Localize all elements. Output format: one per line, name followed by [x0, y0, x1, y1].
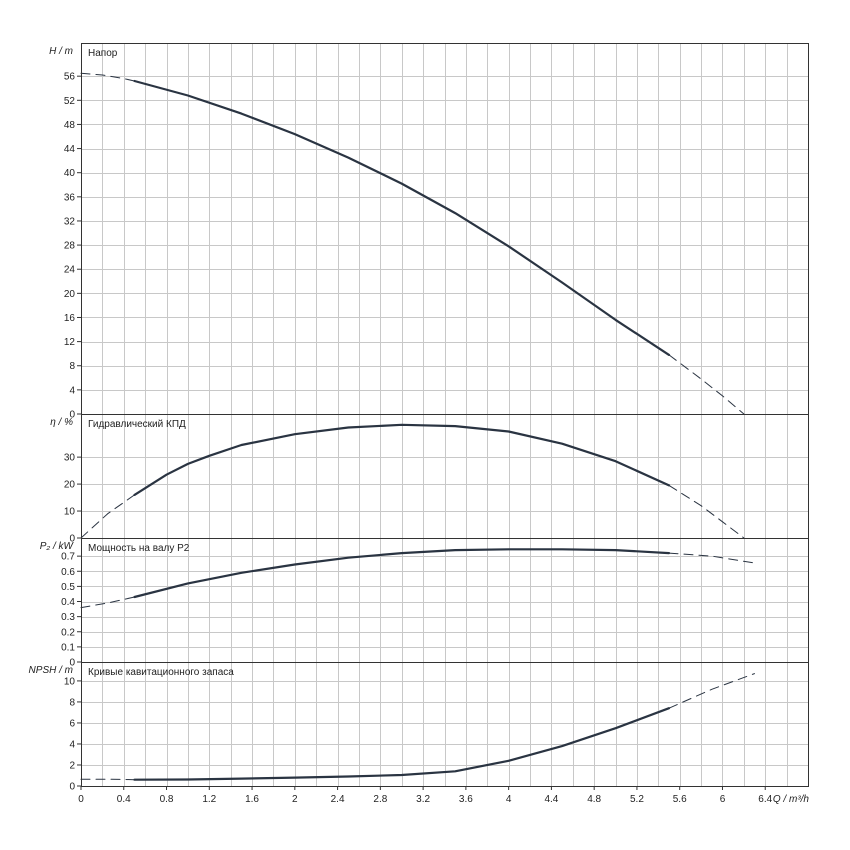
x-tick-label: 1.6 — [245, 794, 259, 805]
x-tick-label: 2.4 — [331, 794, 345, 805]
x-tick-label: 0.8 — [160, 794, 174, 805]
y-tick-label: 4 — [69, 385, 75, 396]
curve-extrapolated — [668, 354, 745, 415]
panel-title: Кривые кавитационного запаса — [88, 667, 234, 678]
panel-frame — [81, 662, 809, 787]
y-tick-label: 6 — [69, 718, 75, 729]
y-tick-label: 12 — [64, 337, 76, 348]
y-tick-label: 0.6 — [61, 567, 75, 578]
y-tick-label: 52 — [64, 96, 76, 107]
x-tick-label: 0.4 — [117, 794, 131, 805]
curve-extrapolated — [668, 673, 755, 709]
y-tick-label: 8 — [69, 697, 75, 708]
y-tick-label: 4 — [69, 739, 75, 750]
y-tick-label: 28 — [64, 241, 76, 252]
x-axis: 0 0.4 0.8 1.2 1.6 2 2.4 2.8 3.2 3.6 4 4.4 4.8 5.2 5.6 6… — [78, 786, 809, 805]
x-tick-label: 6.4 — [758, 794, 772, 805]
y-tick-label: 0.2 — [61, 627, 75, 638]
y-tick-label: 0.3 — [61, 612, 75, 623]
x-tick-label: 2 — [292, 794, 298, 805]
x-tick-label: 1.2 — [202, 794, 216, 805]
panel-3: 0 0.1 0.2 0.3 0.4 0.5 0.6 0.7P₂ / kW Мощность на… — [40, 538, 809, 669]
x-tick-label: 4.8 — [587, 794, 601, 805]
y-tick-label: 0.7 — [61, 552, 75, 563]
y-tick-label: 2 — [69, 760, 75, 771]
y-tick-label: 40 — [64, 168, 76, 179]
curve-operating — [133, 548, 671, 599]
y-tick-label: 0 — [69, 410, 75, 421]
y-tick-label: 0 — [69, 782, 75, 793]
y-tick-label: 20 — [64, 480, 76, 491]
y-tick-label: 16 — [64, 313, 76, 324]
x-tick-label: 3.2 — [416, 794, 430, 805]
y-tick-label: 44 — [64, 144, 76, 155]
y-tick-label: 0 — [69, 658, 75, 669]
curve-extrapolated — [668, 484, 745, 539]
y-tick-label: 0.4 — [61, 597, 75, 608]
x-tick-label: 3.6 — [459, 794, 473, 805]
panel-title: Мощность на валу P2 — [88, 543, 190, 554]
curve-extrapolated — [80, 778, 135, 781]
panel-2: 0 10 20 30 η / % Гидравлический КПД — [50, 414, 809, 545]
x-tick-label: 5.6 — [673, 794, 687, 805]
y-axis-label: NPSH / m — [29, 665, 73, 676]
x-axis-label: Q / m³/h — [773, 794, 810, 805]
curve-extrapolated — [80, 72, 135, 82]
x-tick-label: 4 — [506, 794, 512, 805]
y-tick-label: 48 — [64, 120, 76, 131]
y-tick-label: 36 — [64, 192, 76, 203]
y-tick-label: 8 — [69, 361, 75, 372]
curve-extrapolated — [80, 494, 135, 539]
y-axis-label: η / % — [50, 417, 73, 428]
x-tick-label: 4.4 — [544, 794, 558, 805]
y-tick-label: 0.1 — [61, 642, 75, 653]
y-tick-label: 0 — [69, 534, 75, 545]
y-tick-label: 24 — [64, 265, 76, 276]
x-tick-label: 2.8 — [373, 794, 387, 805]
x-tick-label: 0 — [78, 794, 84, 805]
y-axis-label: P₂ / kW — [40, 541, 75, 552]
curve-extrapolated — [80, 596, 135, 609]
curve-extrapolated — [668, 552, 755, 564]
curve-operating — [133, 423, 671, 496]
y-tick-label: 10 — [64, 676, 76, 687]
y-axis-label: H / m — [49, 46, 73, 57]
y-tick-label: 10 — [64, 507, 76, 518]
y-tick-label: 0.5 — [61, 582, 75, 593]
x-tick-label: 5.2 — [630, 794, 644, 805]
panel-title: Гидравлический КПД — [88, 419, 186, 430]
y-tick-label: 32 — [64, 216, 76, 227]
y-tick-label: 56 — [64, 72, 76, 83]
curve-operating — [133, 79, 671, 356]
panel-title: Напор — [88, 48, 118, 59]
y-tick-label: 20 — [64, 289, 76, 300]
y-tick-label: 30 — [64, 453, 76, 464]
x-tick-label: 6 — [720, 794, 726, 805]
curve-operating — [133, 707, 671, 781]
